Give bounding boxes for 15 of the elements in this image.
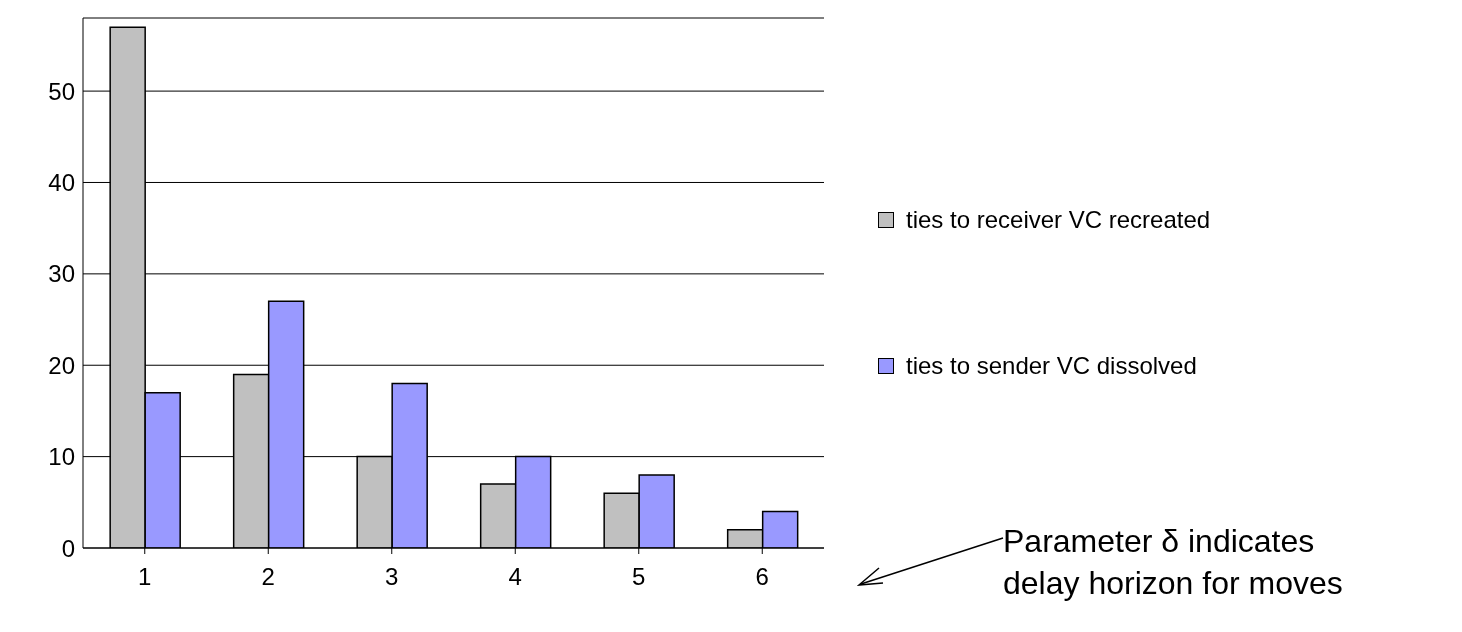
x-tick-label: 3 (385, 563, 399, 591)
text: Parameter δ indicates delay horizon for moves (1003, 522, 1344, 603)
y-tick-label: 0 (61, 534, 75, 562)
x-tick-label: 6 (755, 563, 769, 591)
x-tick-label: 5 (632, 563, 646, 591)
y-tick-label: 40 (48, 169, 75, 196)
legend-label: ties to receiver VC recreated (905, 206, 1211, 234)
y-tick-label: 20 (48, 351, 75, 379)
y-tick-label: 10 (48, 443, 75, 471)
x-tick-label: 2 (261, 563, 275, 591)
y-tick-label: 30 (48, 260, 75, 288)
y-tick-label: 50 (48, 77, 75, 105)
legend-label: ties to sender VC dissolved (905, 352, 1198, 380)
x-tick-label: 1 (138, 563, 152, 591)
x-tick-label: 4 (508, 563, 522, 591)
